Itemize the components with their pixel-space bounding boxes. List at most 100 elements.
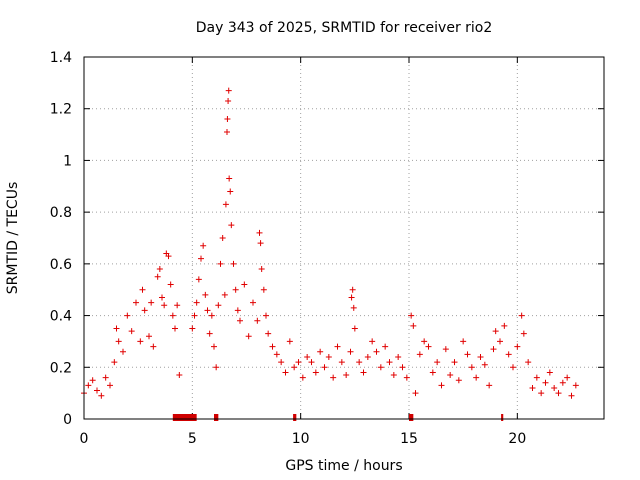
data-point [111, 359, 118, 366]
y-tick-label: 1.2 [50, 102, 72, 118]
data-point [89, 377, 96, 384]
data-point [399, 364, 406, 371]
data-point [150, 343, 157, 350]
x-tick-label: 0 [80, 431, 89, 447]
data-point [154, 273, 161, 280]
data-point [395, 353, 402, 360]
data-point [228, 222, 235, 229]
data-point [416, 351, 423, 358]
data-point [227, 188, 234, 195]
data-point [137, 338, 144, 345]
y-tick-label: 1.4 [50, 50, 72, 66]
data-point [254, 317, 261, 324]
data-point [286, 338, 293, 345]
data-point [148, 299, 155, 306]
data-point [364, 353, 371, 360]
data-point [226, 175, 233, 182]
plot-frame [83, 56, 605, 420]
data-point [133, 299, 139, 306]
data-point [501, 322, 508, 329]
y-axis-label: SRMTID / TECUs [5, 182, 21, 295]
data-point [115, 338, 122, 345]
data-point [176, 372, 183, 379]
data-point [525, 359, 532, 366]
data-point [438, 382, 445, 389]
data-point [278, 359, 285, 366]
data-point [224, 128, 230, 135]
data-point [94, 387, 100, 394]
data-point [451, 359, 458, 366]
data-point [382, 343, 389, 350]
data-point [232, 286, 239, 293]
data-point [317, 348, 324, 355]
y-tick-label: 0.4 [50, 309, 72, 325]
x-axis-label: GPS time / hours [285, 458, 402, 474]
data-point [559, 379, 566, 386]
data-point [124, 312, 131, 319]
data-point [269, 343, 276, 350]
data-point [174, 302, 181, 309]
data-point [490, 346, 497, 353]
data-point [161, 302, 168, 309]
data-point [518, 312, 525, 319]
grid-lines [84, 57, 604, 419]
y-tick-label: 0 [63, 412, 72, 428]
data-point [222, 201, 229, 208]
data-point [546, 369, 553, 376]
data-point [120, 348, 126, 355]
x-tick-label: 20 [508, 431, 526, 447]
data-point [273, 351, 280, 358]
data-point [256, 229, 263, 236]
data-point [564, 374, 571, 381]
data-point [139, 286, 146, 293]
data-point [85, 382, 92, 389]
data-point [245, 333, 252, 340]
data-point [156, 266, 163, 273]
data-point [481, 361, 488, 368]
chart-title: Day 343 of 2025, SRMTID for receiver rio… [196, 20, 493, 36]
data-point [141, 307, 148, 314]
data-points [81, 87, 579, 399]
data-point [219, 235, 226, 241]
flagged-interval [409, 414, 414, 421]
flagged-intervals [172, 414, 504, 421]
data-point [520, 330, 527, 337]
data-point [510, 364, 516, 371]
data-point [334, 343, 341, 350]
y-tick-label: 0.6 [50, 257, 72, 273]
data-point [460, 338, 467, 345]
flagged-interval [293, 414, 297, 421]
data-point [202, 291, 209, 298]
data-point [159, 294, 165, 301]
data-point [230, 260, 237, 267]
data-point [455, 377, 462, 384]
data-point [128, 328, 135, 335]
data-point [195, 276, 202, 283]
data-point [377, 364, 384, 371]
data-point [213, 364, 220, 371]
data-point [102, 374, 109, 381]
data-point [386, 359, 393, 366]
data-point [410, 322, 417, 329]
data-point [291, 364, 298, 371]
data-point [373, 348, 380, 355]
data-point [312, 369, 319, 376]
data-point [250, 299, 256, 306]
data-point [241, 281, 248, 288]
data-point [408, 312, 415, 319]
data-point [348, 294, 355, 301]
data-point [505, 351, 512, 358]
data-point [215, 302, 222, 309]
data-point [349, 286, 356, 293]
data-point [237, 317, 243, 324]
data-point [265, 330, 272, 337]
data-point [225, 97, 232, 104]
data-point [225, 87, 232, 94]
data-point [492, 328, 499, 335]
data-point [390, 372, 397, 379]
data-point [165, 253, 172, 260]
data-point [356, 359, 363, 366]
data-point [189, 325, 196, 332]
data-point [208, 312, 215, 319]
flagged-interval [214, 414, 219, 421]
